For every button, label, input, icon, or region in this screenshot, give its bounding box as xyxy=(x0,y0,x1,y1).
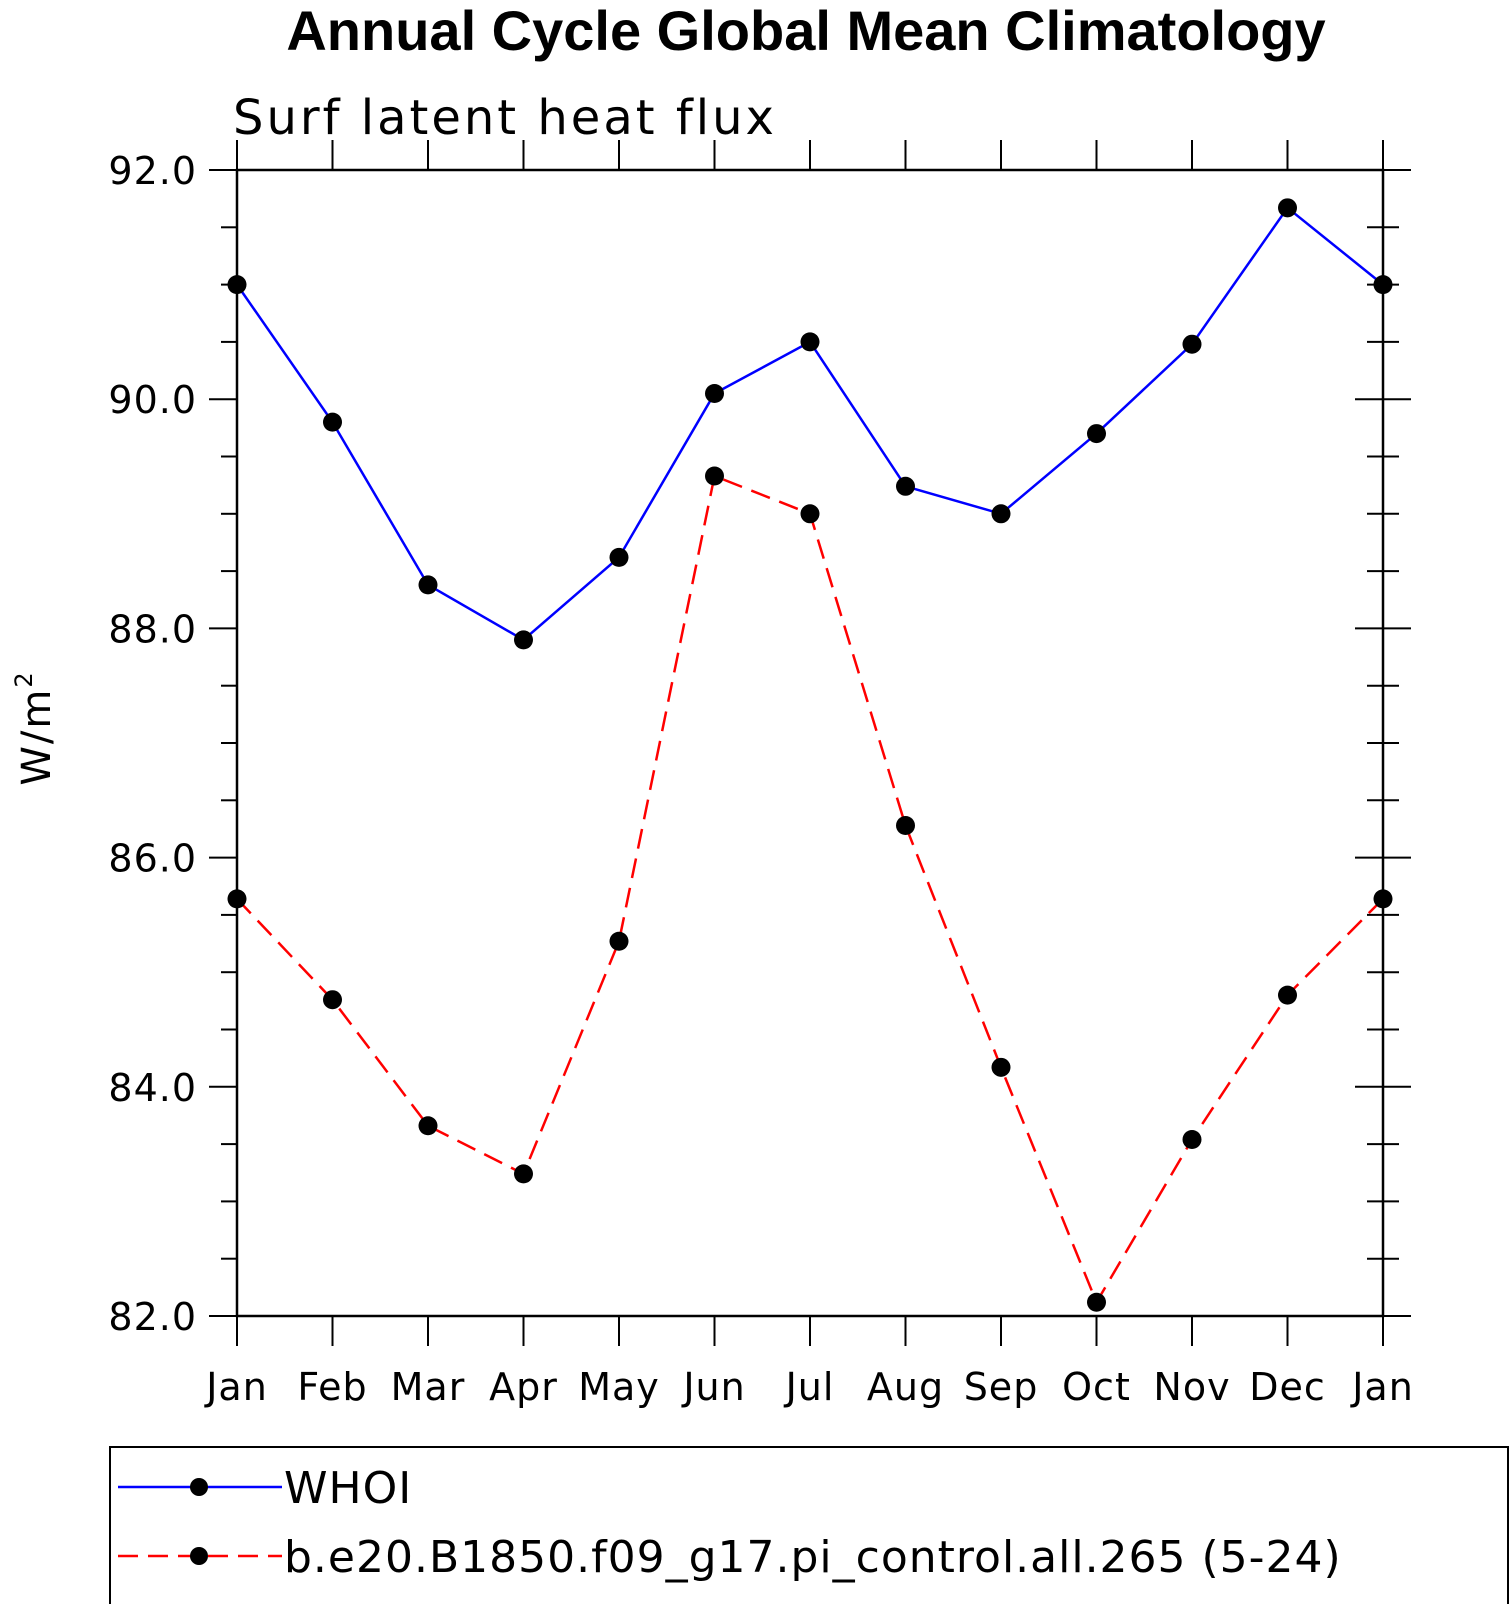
series-line-1 xyxy=(236,474,1384,1306)
x-tick-label: Jun xyxy=(681,1365,745,1409)
y-tick-label: 82.0 xyxy=(108,1295,197,1339)
legend-marker-whoi xyxy=(190,1478,208,1496)
series-1-point xyxy=(1087,1292,1106,1312)
series-0-point xyxy=(896,476,915,496)
series-1-point xyxy=(1278,985,1297,1005)
series-0-point xyxy=(1087,424,1106,444)
y-tick-label: 84.0 xyxy=(108,1066,197,1110)
series-1-point xyxy=(705,466,724,486)
y-axis-label-superscript: 2 xyxy=(10,670,38,687)
x-tick-label: Jan xyxy=(1350,1365,1414,1409)
series-0-point xyxy=(800,332,820,352)
x-tick-label: Nov xyxy=(1153,1365,1230,1409)
legend: WHOI b.e20.B1850.f09_g17.pi_control.all.… xyxy=(109,1446,1509,1604)
plot-axes: 82.0 84.0 86.0 88.0 90.0 92.0 Jan Feb Mar Apr May J… xyxy=(108,140,1413,1409)
series-line-0 xyxy=(235,206,1384,642)
x-tick-label: Jan xyxy=(204,1365,268,1409)
series-0-point xyxy=(1278,198,1297,218)
x-tick-label: Oct xyxy=(1062,1365,1131,1409)
series-0-point xyxy=(514,630,533,650)
series-1-point xyxy=(800,504,820,524)
series-0-point xyxy=(227,275,247,295)
series-0-point xyxy=(705,383,724,403)
y-tick-label: 88.0 xyxy=(108,607,197,651)
series-0-point xyxy=(1182,334,1202,354)
x-tick-label: May xyxy=(578,1365,660,1409)
series-0-point xyxy=(991,504,1011,524)
series-0-point xyxy=(323,412,342,432)
y-axis-label: W/m2 xyxy=(10,670,60,785)
legend-entry-whoi: WHOI xyxy=(118,1463,412,1514)
series-1-point xyxy=(1373,889,1393,909)
x-tick-label: Feb xyxy=(297,1365,367,1409)
series-1-point xyxy=(227,889,247,909)
legend-box xyxy=(109,1446,1509,1604)
series-1-point xyxy=(418,1116,438,1136)
svg-text:W/m2: W/m2 xyxy=(10,670,60,785)
y-tick-label: 86.0 xyxy=(108,837,197,881)
series-0-point xyxy=(1373,275,1393,295)
chart-subtitle: Surf latent heat flux xyxy=(233,90,777,146)
x-tick-label: Mar xyxy=(391,1365,466,1409)
x-tick-label: Jul xyxy=(784,1365,835,1409)
series-1-point xyxy=(1182,1130,1202,1150)
chart-title: Annual Cycle Global Mean Climatology xyxy=(286,0,1325,62)
x-tick-label: Sep xyxy=(964,1365,1039,1409)
series-layer xyxy=(227,198,1393,1312)
legend-entry-model: b.e20.B1850.f09_g17.pi_control.all.265 (… xyxy=(118,1532,1342,1583)
y-tick-label: 90.0 xyxy=(108,378,197,422)
x-tick-label: Aug xyxy=(867,1365,944,1409)
x-tick-label: Apr xyxy=(489,1365,558,1409)
series-1-point xyxy=(323,990,342,1010)
series-0-point xyxy=(609,547,629,567)
series-1-point xyxy=(514,1164,533,1184)
legend-label-model: b.e20.B1850.f09_g17.pi_control.all.265 (… xyxy=(284,1532,1342,1583)
y-axis-label-text: W/m xyxy=(14,688,60,786)
legend-label-whoi: WHOI xyxy=(284,1463,412,1514)
series-1-point xyxy=(991,1057,1011,1077)
legend-marker-model xyxy=(190,1547,208,1565)
series-0-point xyxy=(418,575,438,595)
series-1-point xyxy=(609,931,629,951)
y-tick-label: 92.0 xyxy=(108,149,197,193)
series-1-point xyxy=(896,816,915,836)
x-tick-label: Dec xyxy=(1249,1365,1326,1409)
